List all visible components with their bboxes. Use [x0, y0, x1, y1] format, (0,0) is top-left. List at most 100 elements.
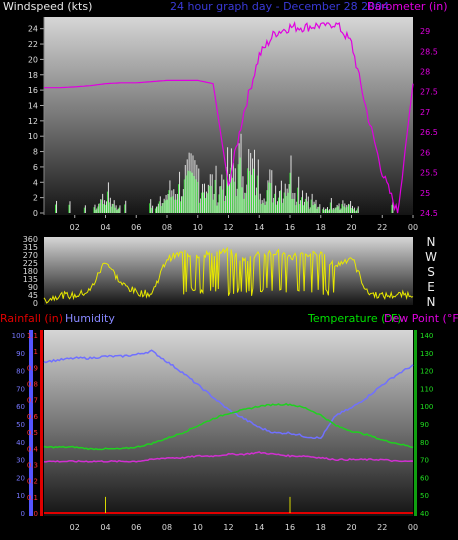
wind-y-tick-label: 8: [33, 148, 38, 157]
temperature-y-tick-label: 130: [420, 350, 433, 358]
temperature-y-tick-label: 110: [420, 385, 433, 393]
compass-label: S: [427, 265, 435, 279]
rainfall-y-tick-label: 0.9: [27, 364, 38, 372]
temperature-y-tick-label: 140: [420, 332, 433, 340]
rainfall-y-tick-label: 1: [34, 348, 38, 356]
rainfall-y-tick-label: 1.1: [27, 332, 38, 340]
rainfall-y-tick-label: 0.3: [27, 461, 38, 469]
humidity-y-tick-label: 70: [16, 385, 25, 393]
rainfall-y-tick-label: 0.4: [27, 445, 39, 453]
wind-x-tick-label: 04: [100, 223, 110, 232]
temperature-axis-title: Temperature (°F): [308, 312, 402, 325]
wind-x-tick-label: 18: [316, 223, 326, 232]
direction-line: [43, 246, 414, 304]
temperature-line: [43, 402, 414, 451]
climate-x-tick-label: 16: [285, 523, 295, 532]
climate-x-tick-label: 20: [346, 523, 356, 532]
barometer-y-tick-label: 29: [420, 27, 430, 36]
temperature-y-tick-label: 100: [420, 403, 433, 411]
wind-x-tick-label: 14: [254, 223, 264, 232]
climate-x-tick-label: 22: [377, 523, 387, 532]
direction-y-tick-label: 0: [33, 299, 38, 308]
climate-plot-background: [44, 330, 413, 516]
barometer-y-tick-label: 27: [420, 108, 430, 117]
direction-y-tick-label: 225: [23, 259, 38, 268]
climate-x-tick-label: 02: [70, 523, 80, 532]
direction-y-tick-label: 90: [28, 283, 38, 292]
temperature-y-tick-label: 80: [420, 439, 429, 447]
compass-label: N: [427, 295, 436, 309]
barometer-line: [44, 20, 414, 214]
wind-y-tick-label: 10: [28, 132, 38, 141]
compass-label: E: [427, 280, 435, 294]
temperature-y-tick-label: 40: [420, 510, 429, 518]
climate-x-tick-label: 04: [100, 523, 110, 532]
wind-y-tick-label: 18: [28, 71, 38, 80]
barometer-y-tick-label: 26: [420, 148, 430, 157]
humidity-y-tick-label: 50: [16, 421, 25, 429]
wind-x-tick-label: 16: [285, 223, 295, 232]
compass-label: W: [425, 250, 437, 264]
humidity-y-tick-label: 10: [16, 492, 25, 500]
barometer-y-tick-label: 27.5: [420, 88, 438, 97]
rainfall-axis-title: Rainfall (in): [0, 312, 64, 325]
rainfall-y-tick-label: 0.1: [27, 494, 38, 502]
barometer-y-tick-label: 28.5: [420, 47, 438, 56]
direction-y-tick-label: 360: [23, 235, 38, 244]
humidity-y-tick-label: 40: [16, 439, 25, 447]
humidity-line: [43, 349, 414, 440]
barometer-y-tick-label: 26.5: [420, 128, 438, 137]
climate-x-tick-label: 06: [131, 523, 141, 532]
rainfall-y-tick-label: 0.6: [27, 413, 39, 421]
direction-y-tick-label: 315: [23, 243, 38, 252]
wind-x-tick-label: 22: [377, 223, 387, 232]
temperature-y-tick-label: 90: [420, 421, 429, 429]
graph-subtitle: 24 hour graph day - December 28 2004: [170, 0, 390, 13]
direction-y-tick-label: 45: [28, 291, 38, 300]
rain-axis-bar: [40, 330, 43, 516]
barometer-y-tick-label: 25: [420, 189, 430, 198]
temperature-axis-bar: [414, 330, 417, 516]
direction-y-tick-label: 180: [23, 267, 38, 276]
wind-y-tick-label: 24: [28, 25, 38, 34]
wind-x-tick-label: 00: [408, 223, 418, 232]
rainfall-y-tick-label: 0.2: [27, 478, 38, 486]
direction-y-tick-label: 135: [23, 275, 38, 284]
wind-y-tick-label: 20: [28, 55, 38, 64]
humidity-y-tick-label: 100: [12, 332, 25, 340]
wind-x-tick-label: 08: [162, 223, 172, 232]
barometer-axis-title: Barometer (in): [367, 0, 448, 13]
wind-x-tick-label: 06: [131, 223, 141, 232]
wind-y-tick-label: 4: [33, 178, 38, 187]
rainfall-y-tick-label: 0.8: [27, 381, 38, 389]
wind-y-tick-label: 6: [33, 163, 38, 172]
temperature-y-tick-label: 70: [420, 457, 429, 465]
temperature-y-tick-label: 120: [420, 368, 433, 376]
climate-x-tick-label: 14: [254, 523, 264, 532]
wind-x-tick-label: 02: [70, 223, 80, 232]
temperature-y-tick-label: 60: [420, 474, 429, 482]
humidity-y-tick-label: 80: [16, 368, 25, 376]
climate-x-tick-label: 10: [193, 523, 203, 532]
rainfall-y-tick-label: 0.7: [27, 397, 38, 405]
humidity-y-tick-label: 20: [16, 474, 25, 482]
wind-y-tick-label: 16: [28, 86, 38, 95]
wind-y-tick-label: 14: [28, 101, 38, 110]
wind-y-tick-label: 12: [28, 117, 38, 126]
direction-y-tick-label: 270: [23, 251, 38, 260]
humidity-axis-bar: [29, 330, 33, 516]
climate-x-tick-label: 12: [223, 523, 233, 532]
wind-x-tick-label: 12: [223, 223, 233, 232]
climate-x-tick-label: 00: [408, 523, 418, 532]
dewpoint-line: [43, 451, 414, 463]
humidity-y-tick-label: 0: [21, 510, 25, 518]
wind-y-tick-label: 0: [33, 209, 38, 218]
humidity-y-tick-label: 90: [16, 350, 25, 358]
compass-label: N: [427, 235, 436, 249]
barometer-y-tick-label: 25.5: [420, 169, 438, 178]
windspeed-axis-title: Windspeed (kts): [3, 0, 93, 13]
humidity-y-tick-label: 60: [16, 403, 25, 411]
climate-x-tick-label: 18: [316, 523, 326, 532]
wind-x-tick-label: 20: [346, 223, 356, 232]
